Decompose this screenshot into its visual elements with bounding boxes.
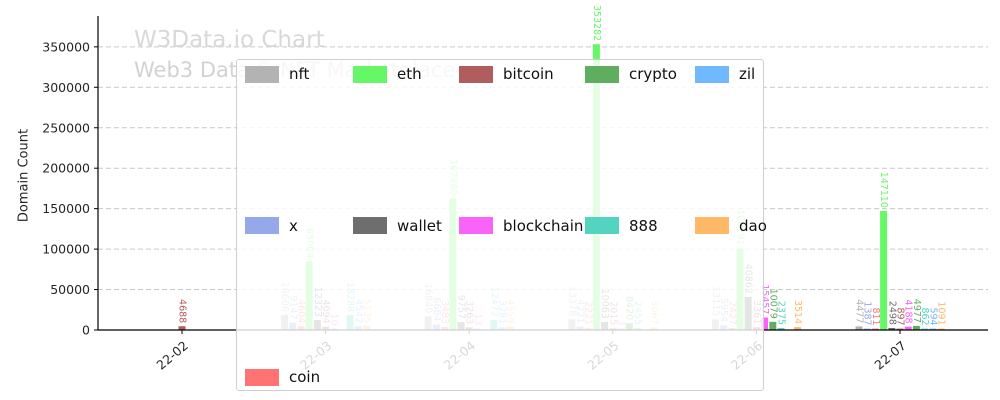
y-tick-label: 100000 <box>42 242 90 257</box>
y-tick-label: 50000 <box>50 282 90 297</box>
legend-entry-wallet: wallet <box>353 217 459 235</box>
bar-value-label: 15457 <box>759 284 770 314</box>
bar-value-label: 1387 <box>862 301 873 325</box>
bar-888-22-06 <box>777 328 785 330</box>
bar-value-label: 862 <box>919 307 930 325</box>
bar-value-label: 1091 <box>936 301 947 325</box>
bar-nft-22-07 <box>855 326 863 330</box>
legend-swatch-eth <box>353 65 387 83</box>
bar-bitcoin-22-07 <box>896 328 904 330</box>
legend-row: nft eth bitcoin crypto zil <box>245 65 755 83</box>
y-tick-label: 350000 <box>42 39 90 54</box>
legend-entry-coin: coin <box>245 368 353 386</box>
bar-wallet-22-07 <box>888 327 896 330</box>
y-tick-label: 150000 <box>42 201 90 216</box>
legend: nft eth bitcoin crypto zil x wallet blockchain 8… <box>236 59 767 391</box>
bar-value-label: 3514 <box>792 300 803 324</box>
legend-entry-x: x <box>245 217 353 235</box>
y-tick-label: 200000 <box>42 161 90 176</box>
legend-swatch-zil <box>695 65 729 83</box>
legend-swatch-crypto <box>585 65 619 83</box>
y-tick-label: 300000 <box>42 80 90 95</box>
bar-value-label: 897 <box>895 307 906 325</box>
legend-swatch-x <box>245 217 279 234</box>
legend-label: crypto <box>629 65 677 83</box>
bar-value-label: 353282 <box>591 5 602 41</box>
legend-swatch-blockchain <box>459 217 493 234</box>
bar-value-label: 4477 <box>854 299 865 323</box>
bar-eth-22-07 <box>880 210 888 330</box>
legend-entry-crypto: crypto <box>585 65 695 83</box>
bar-blockchain-22-06 <box>761 317 769 330</box>
legend-label: dao <box>739 216 767 235</box>
legend-label: 888 <box>629 216 658 235</box>
bar-value-label: 4188 <box>903 299 914 323</box>
legend-label: x <box>289 216 298 235</box>
legend-swatch-wallet <box>353 217 387 234</box>
bar-888-22-07 <box>921 328 929 330</box>
legend-entry-zil: zil <box>695 65 781 83</box>
legend-entry-bitcoin: bitcoin <box>459 65 585 83</box>
legend-entry-dao: dao <box>695 217 781 235</box>
legend-swatch-nft <box>245 65 279 83</box>
bar-zil-22-07 <box>929 328 937 330</box>
legend-label: zil <box>739 65 756 83</box>
y-tick-label: 0 <box>82 323 90 338</box>
legend-swatch-bitcoin <box>459 65 493 83</box>
bar-x-22-07 <box>863 328 871 330</box>
bar-coin-22-07 <box>871 328 879 330</box>
bar-value-label: 811 <box>870 307 881 325</box>
bar-dao-22-06 <box>793 327 801 330</box>
bar-blockchain-22-07 <box>904 326 912 330</box>
legend-label: blockchain <box>503 216 584 235</box>
bar-value-label: 2498 <box>886 301 897 325</box>
x-tick-label: 22-07 <box>871 338 908 373</box>
legend-label: bitcoin <box>503 65 554 83</box>
chart-title: W3Data.io Chart <box>134 27 325 53</box>
legend-label: eth <box>397 65 422 83</box>
legend-label: nft <box>289 65 310 83</box>
legend-label: wallet <box>397 216 442 235</box>
bar-value-label: 2375 <box>776 301 787 325</box>
bar-value-label: 594 <box>927 307 938 325</box>
legend-label: coin <box>289 368 321 386</box>
legend-entry-888: 888 <box>585 217 695 235</box>
legend-entry-eth: eth <box>353 65 459 83</box>
bar-value-label: 4977 <box>911 299 922 323</box>
x-tick-label: 22-02 <box>153 338 190 373</box>
legend-row: x wallet blockchain 888 dao <box>245 217 767 235</box>
bar-value-label: 4688 <box>177 299 188 323</box>
bar-crypto-22-06 <box>769 321 777 330</box>
legend-swatch-888 <box>585 217 619 234</box>
bar-crypto-22-07 <box>912 325 920 330</box>
bar-bitcoin-22-02 <box>178 326 186 330</box>
legend-entry-nft: nft <box>245 65 353 83</box>
legend-swatch-dao <box>695 217 729 234</box>
bar-dao-22-07 <box>937 328 945 330</box>
legend-swatch-coin <box>245 368 279 386</box>
bar-value-label: 147110 <box>878 172 889 208</box>
y-tick-label: 250000 <box>42 120 90 135</box>
legend-row: coin <box>245 368 755 386</box>
y-axis-label: Domain Count <box>16 128 32 223</box>
legend-entry-blockchain: blockchain <box>459 217 585 235</box>
bar-value-label: 10079 <box>767 289 778 319</box>
